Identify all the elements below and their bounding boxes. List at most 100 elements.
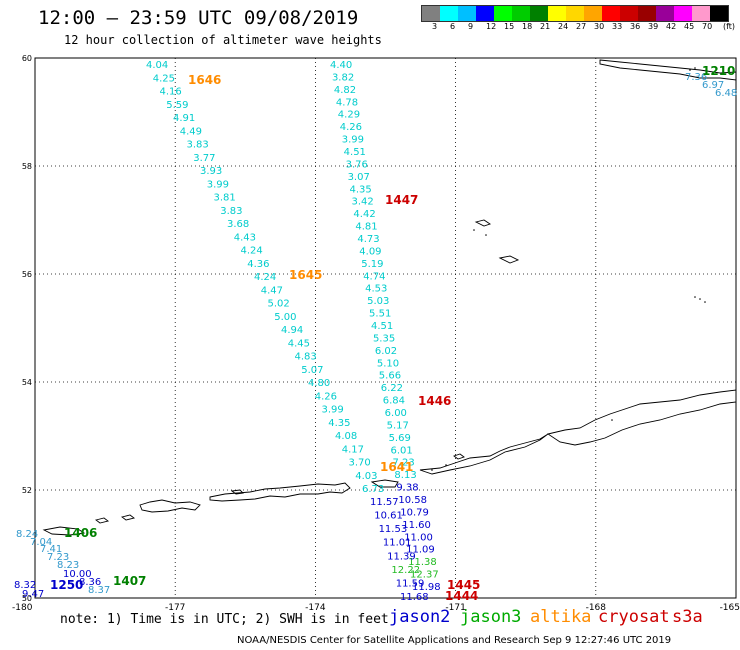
swh-value-northeast: 6.48 [715,88,737,99]
swh-value-cryosat: 4.42 [353,209,375,220]
coastline [209,482,351,502]
swh-value-cryosat: 6.22 [381,383,403,394]
swh-value-cryosat: 8.13 [394,470,416,481]
swh-value-cryosat: 3.82 [332,72,354,83]
swh-value-altika: 3.83 [187,140,209,151]
legend-swatch [602,6,620,21]
legend-label: 9 [468,22,474,31]
legend-label: 6 [450,22,456,31]
swh-value-jason3: 9.47 [22,589,44,600]
swh-value-cryosat: 4.78 [336,97,358,108]
lon-tick-label: -165 [720,603,740,613]
coastline [370,479,399,488]
color-scale-labels: 3 6 9 12 15 18 21 24 27 30 33 36 39 42 45 70 (ft) [421,22,740,34]
pass-time-label: 1446 [418,394,451,408]
swh-value-altika: 4.17 [342,444,364,455]
coastline [474,219,492,227]
legend-swatch [638,6,656,21]
legend-swatch [620,6,638,21]
legend-label: 33 [612,22,623,31]
swh-value-cryosat: 4.73 [357,234,379,245]
map-frame [34,57,737,599]
swh-value-jason3: 7.04 [30,537,52,548]
legend-swatch [548,6,566,21]
swh-value-jason2: 11.53 [379,524,408,535]
islet [473,229,475,231]
swh-value-cryosat: 5.66 [379,371,401,382]
legend-label: 30 [594,22,605,31]
swh-value-cryosat: 4.26 [340,122,362,133]
coastline [139,499,201,513]
legend-label: 36 [630,22,641,31]
swh-value-altika: 4.16 [160,87,182,98]
coastline [94,517,110,524]
islet [694,67,696,69]
swh-value-altika: 4.24 [241,246,263,257]
swh-value-altika: 6.73 [362,484,384,495]
satellite-altika: altika [530,607,592,627]
pass-time-label: 1445 [447,578,480,592]
swh-value-cryosat: 11.98 [412,582,441,593]
legend-swatch [458,6,476,21]
swh-value-jason2: 11.39 [387,551,416,562]
swh-value-cryosat: 3.42 [351,197,373,208]
legend-label: 15 [504,22,515,31]
swh-value-cryosat: 6.02 [375,346,397,357]
swh-value-altika: 3.81 [214,193,236,204]
swh-value-altika: 4.03 [355,471,377,482]
lon-tick-label: -168 [586,603,607,613]
swh-value-cryosat: 10.79 [400,507,429,518]
coastline [453,453,465,460]
legend-label: 45 [684,22,695,31]
islet [699,298,701,300]
legend-swatch [512,6,530,21]
swh-value-cryosat: 11.09 [406,545,435,556]
swh-value-altika: 4.35 [328,418,350,429]
legend-label: 42 [666,22,677,31]
legend-label: 27 [576,22,587,31]
swh-value-cryosat: 6.00 [385,408,407,419]
lon-tick-label: -177 [165,603,185,613]
legend-label: 3 [432,22,438,31]
lat-tick-label: 54 [22,378,32,387]
swh-value-cryosat: 7.23 [392,458,414,469]
swh-value-cryosat: 3.99 [342,135,364,146]
swh-value-cryosat: 11.38 [408,557,437,568]
legend-unit: (ft) [723,22,736,31]
swh-value-altika: 3.99 [322,405,344,416]
islet [611,419,613,421]
coastline [546,389,737,446]
swh-value-cryosat: 5.19 [361,259,383,270]
coastline [419,433,549,475]
legend-swatch [422,6,440,21]
swh-value-cryosat: 6.01 [391,445,413,456]
swh-value-jason2: 11.57 [370,497,399,508]
swh-value-cryosat: 9.38 [396,483,418,494]
legend-swatch [530,6,548,21]
swh-value-altika: 4.83 [295,352,317,363]
swh-value-altika: 3.83 [220,206,242,217]
swh-value-cryosat: 3.07 [348,172,370,183]
satellite-cryosat: cryosat [598,607,670,627]
lat-tick-label: 56 [22,270,32,279]
swh-value-cryosat: 12.37 [410,570,439,581]
swh-value-cryosat: 6.84 [383,396,405,407]
swh-value-cryosat: 4.82 [334,85,356,96]
swh-value-jason2: 11.68 [400,592,429,603]
swh-value-cryosat: 5.51 [369,309,391,320]
legend-label: 24 [558,22,569,31]
legend-label: 39 [648,22,659,31]
swh-value-jason3: 7.23 [47,552,69,563]
swh-value-cryosat: 5.17 [387,420,409,431]
footer-note: note: 1) Time is in UTC; 2) SWH is in fe… [60,612,389,627]
swh-value-jason3: 10.00 [63,569,92,580]
swh-value-northeast: 7.36 [685,72,707,83]
lat-tick-label: 58 [22,162,32,171]
legend-swatch [656,6,674,21]
chart-subtitle: 12 hour collection of altimeter wave hei… [64,33,382,47]
legend-swatch [476,6,494,21]
lon-tick-label: -180 [12,603,33,613]
swh-value-altika: 3.68 [227,219,249,230]
swh-value-cryosat: 4.74 [363,271,385,282]
